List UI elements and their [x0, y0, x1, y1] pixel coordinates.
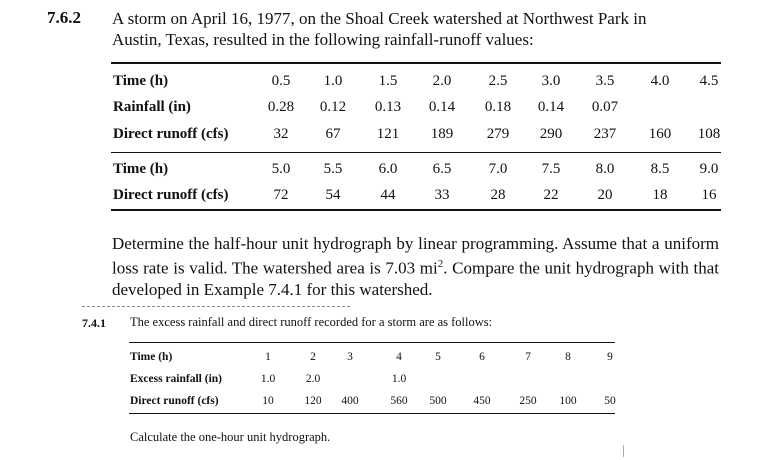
direct-runoff-cell: 189: [430, 126, 454, 142]
time-cell: 5.0: [271, 161, 291, 177]
excess-rainfall-cell: 1.0: [260, 373, 276, 385]
time-cell: 5: [435, 351, 441, 363]
question-text-post: . Compare the unit hydrograph with that …: [112, 258, 719, 299]
time-cell: 5.5: [323, 161, 343, 177]
direct-runoff-cell: 28: [490, 187, 506, 203]
direct-runoff-cell: 67: [325, 126, 341, 142]
time-cell: 4.0: [650, 73, 670, 89]
direct-runoff-cell: 54: [325, 187, 341, 203]
problem-intro-line-2: Austin, Texas, resulted in the following…: [112, 30, 534, 49]
time-cell: 4: [396, 351, 402, 363]
direct-runoff-cell: 10: [262, 395, 274, 407]
rainfall-cell: 0.14: [428, 99, 456, 115]
direct-runoff-cell: 108: [697, 126, 721, 142]
time-cell: 8.0: [595, 161, 615, 177]
direct-runoff-cell: 44: [380, 187, 396, 203]
time-cell: 8: [565, 351, 571, 363]
rainfall-cell: 0.28: [267, 99, 295, 115]
direct-runoff-cell: 33: [434, 187, 450, 203]
excess-rainfall-cell: 2.0: [305, 373, 321, 385]
time-cell: 2: [310, 351, 316, 363]
example-question: Calculate the one-hour unit hydrograph.: [130, 430, 331, 444]
direct-runoff-cell: 279: [486, 126, 510, 142]
rainfall-cell: 0.14: [537, 99, 565, 115]
time-cell: 1: [265, 351, 271, 363]
direct-runoff-cell: 237: [593, 126, 617, 142]
direct-runoff-label: Direct runoff (cfs): [113, 187, 229, 203]
time-cell: 6: [479, 351, 485, 363]
time-cell: 8.5: [650, 161, 670, 177]
rainfall-label: Rainfall (in): [113, 99, 191, 115]
table-top-rule: [111, 62, 721, 64]
direct-runoff-cell: 50: [604, 395, 616, 407]
table-bottom-rule: [111, 209, 721, 211]
table-top-rule: [129, 342, 615, 343]
direct-runoff-cell: 32: [273, 126, 289, 142]
table-mid-rule: [111, 152, 721, 153]
time-cell: 4.5: [699, 73, 719, 89]
direct-runoff-cell: 290: [539, 126, 563, 142]
table-bottom-rule: [129, 413, 615, 414]
rainfall-cell: 0.13: [374, 99, 402, 115]
direct-runoff-cell: 560: [390, 395, 408, 407]
problem-question: Determine the half-hour unit hydrograph …: [112, 233, 719, 300]
time-cell: 3.0: [541, 73, 561, 89]
time-cell: 0.5: [271, 73, 291, 89]
direct-runoff-cell: 160: [648, 126, 672, 142]
excess-rainfall-cell: 1.0: [391, 373, 407, 385]
problem-intro-line-1: A storm on April 16, 1977, on the Shoal …: [112, 9, 647, 28]
direct-runoff-cell: 400: [341, 395, 359, 407]
direct-runoff-cell: 22: [543, 187, 559, 203]
example-intro: The excess rainfall and direct runoff re…: [130, 315, 493, 329]
scan-artifact-line: [82, 306, 350, 307]
time-cell: 2.5: [488, 73, 508, 89]
time-cell: 1.0: [323, 73, 343, 89]
time-cell: 9.0: [699, 161, 719, 177]
time-label: Time (h): [113, 161, 169, 177]
rainfall-cell: 0.07: [591, 99, 619, 115]
time-cell: 7.0: [488, 161, 508, 177]
direct-runoff-cell: 120: [304, 395, 322, 407]
time-cell: 3.5: [595, 73, 615, 89]
rainfall-cell: 0.18: [484, 99, 512, 115]
direct-runoff-label: Direct runoff (cfs): [130, 395, 219, 407]
excess-rainfall-label: Excess rainfall (in): [130, 373, 222, 385]
time-cell: 1.5: [378, 73, 398, 89]
question-text-pre: Determine the half-hour unit hydrograph …: [112, 234, 719, 278]
example-number: 7.4.1: [82, 316, 106, 330]
time-label: Time (h): [130, 351, 173, 363]
scan-tick-mark: [623, 445, 624, 457]
direct-runoff-cell: 500: [429, 395, 447, 407]
time-cell: 6.5: [432, 161, 452, 177]
time-cell: 3: [347, 351, 353, 363]
time-cell: 7: [525, 351, 531, 363]
direct-runoff-cell: 450: [473, 395, 491, 407]
time-label: Time (h): [113, 73, 169, 89]
time-cell: 6.0: [378, 161, 398, 177]
direct-runoff-cell: 121: [376, 126, 400, 142]
problem-number: 7.6.2: [47, 8, 81, 27]
rainfall-cell: 0.12: [319, 99, 347, 115]
direct-runoff-cell: 20: [597, 187, 613, 203]
time-cell: 9: [607, 351, 613, 363]
direct-runoff-cell: 18: [652, 187, 668, 203]
question-superscript: 2: [437, 258, 444, 270]
direct-runoff-cell: 250: [519, 395, 537, 407]
direct-runoff-cell: 72: [273, 187, 289, 203]
direct-runoff-label: Direct runoff (cfs): [113, 126, 229, 142]
direct-runoff-cell: 16: [701, 187, 717, 203]
time-cell: 2.0: [432, 73, 452, 89]
direct-runoff-cell: 100: [559, 395, 577, 407]
time-cell: 7.5: [541, 161, 561, 177]
